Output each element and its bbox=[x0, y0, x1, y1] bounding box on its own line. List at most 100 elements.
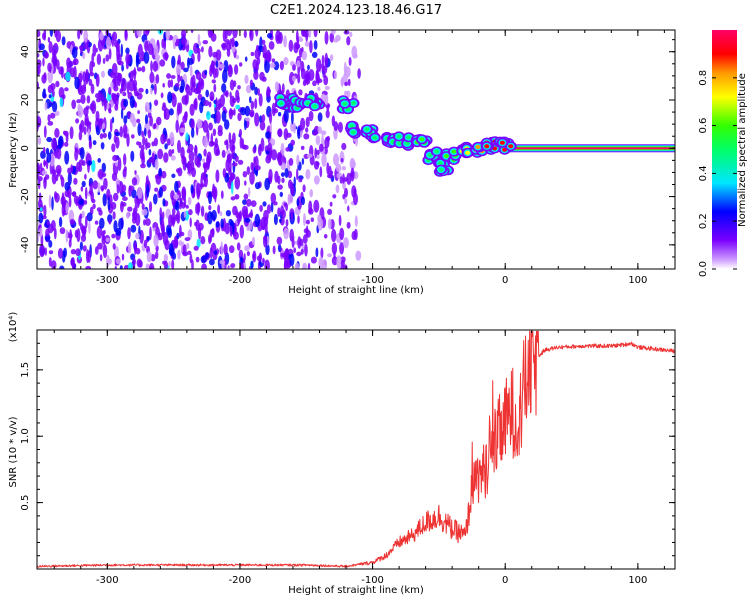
heatmap-noise-cell bbox=[254, 213, 261, 227]
heatmap-noise-cell bbox=[280, 205, 284, 216]
heatmap-noise-cell bbox=[152, 123, 157, 130]
heatmap-noise-cell bbox=[288, 71, 295, 86]
heatmap-noise-cell bbox=[85, 74, 89, 85]
heatmap-noise-cell bbox=[52, 101, 58, 113]
heatmap-noise-cell bbox=[75, 248, 81, 257]
heatmap-noise-cell bbox=[148, 158, 153, 164]
heatmap-noise-cell bbox=[125, 53, 131, 65]
heatmap-noise-cell bbox=[325, 109, 330, 119]
heatmap-noise-cell bbox=[230, 181, 234, 195]
heatmap-noise-cell bbox=[48, 102, 53, 108]
heatmap-noise-cell bbox=[96, 207, 102, 212]
heatmap-noise-cell bbox=[280, 172, 285, 178]
heatmap-noise-cell bbox=[120, 43, 124, 58]
heatmap-noise-cell bbox=[187, 196, 192, 206]
heatmap-noise-cell bbox=[65, 229, 69, 243]
heatmap-noise-cell bbox=[103, 230, 106, 235]
heatmap-noise-cell bbox=[202, 158, 206, 163]
heatmap-noise-cell bbox=[183, 67, 189, 73]
heatmap-noise-cell bbox=[48, 194, 52, 209]
heatmap-noise-cell bbox=[143, 239, 148, 249]
heatmap-noise-cell bbox=[212, 128, 217, 137]
heatmap-noise-cell bbox=[190, 30, 194, 34]
heatmap-noise-cell bbox=[141, 153, 146, 166]
heatmap-noise-cell bbox=[94, 246, 99, 255]
heatmap-noise-cell bbox=[310, 217, 314, 222]
heatmap-noise-cell bbox=[333, 153, 339, 166]
heatmap-noise-cell bbox=[271, 102, 276, 117]
heatmap-noise-cell bbox=[308, 200, 313, 214]
heatmap-noise-cell bbox=[167, 79, 172, 89]
heatmap-noise-cell bbox=[182, 244, 187, 256]
heatmap-noise-cell bbox=[45, 228, 50, 237]
heatmap-noise-cell bbox=[61, 36, 66, 46]
heatmap-noise-cell bbox=[76, 161, 81, 170]
heatmap-noise-cell bbox=[334, 70, 337, 80]
heatmap-noise-cell bbox=[237, 159, 244, 165]
heatmap-noise-cell bbox=[163, 109, 167, 120]
heatmap-noise-cell bbox=[329, 32, 335, 43]
heatmap-noise-cell bbox=[84, 200, 88, 205]
heatmap-noise-cell bbox=[338, 214, 342, 227]
snr-x-tick-label: -200 bbox=[229, 575, 252, 586]
heatmap-noise-cell bbox=[46, 152, 52, 163]
heatmap-noise-cell bbox=[215, 110, 221, 124]
heatmap-noise-cell bbox=[245, 84, 252, 94]
heatmap-noise-cell bbox=[114, 131, 121, 137]
heatmap-noise-cell bbox=[346, 36, 351, 46]
heatmap-noise-cell bbox=[242, 144, 249, 150]
heatmap-noise-cell bbox=[315, 135, 321, 146]
heatmap-noise-cell bbox=[175, 119, 179, 133]
heatmap-noise-cell bbox=[71, 191, 77, 197]
heatmap-noise-cell bbox=[235, 104, 241, 110]
heatmap-noise-cell bbox=[39, 43, 45, 51]
heatmap-noise-cell bbox=[174, 180, 179, 193]
heatmap-noise-cell bbox=[53, 42, 59, 55]
heatmap-noise-cell bbox=[47, 62, 52, 72]
heatmap-track-core bbox=[305, 101, 311, 106]
heatmap-noise-cell bbox=[141, 130, 145, 138]
heatmap-noise-cell bbox=[297, 236, 302, 249]
spectrogram-x-tick-label: -200 bbox=[229, 275, 252, 286]
heatmap-noise-cell bbox=[109, 118, 113, 133]
heatmap-noise-cell bbox=[296, 60, 301, 68]
heatmap-track-core bbox=[451, 149, 457, 154]
heatmap-noise-cell bbox=[264, 259, 270, 269]
heatmap-noise-cell bbox=[340, 260, 345, 266]
heatmap-noise-cell bbox=[170, 79, 174, 88]
heatmap-noise-cell bbox=[96, 53, 102, 65]
heatmap-noise-cell bbox=[78, 215, 82, 227]
heatmap-noise-cell bbox=[249, 111, 254, 118]
heatmap-noise-cell bbox=[344, 198, 348, 205]
heatmap-noise-cell bbox=[75, 118, 80, 124]
heatmap-noise-cell bbox=[296, 154, 300, 166]
heatmap-noise-cell bbox=[301, 157, 305, 165]
heatmap-noise-cell bbox=[40, 233, 44, 247]
heatmap-noise-cell bbox=[111, 233, 116, 239]
heatmap-track-core bbox=[364, 127, 370, 132]
heatmap-noise-cell bbox=[54, 128, 60, 138]
heatmap-noise-cell bbox=[246, 251, 250, 257]
heatmap-noise-cell bbox=[333, 121, 339, 132]
heatmap-noise-cell bbox=[42, 57, 45, 67]
heatmap-noise-cell bbox=[82, 245, 87, 252]
heatmap-noise-cell bbox=[127, 262, 133, 269]
heatmap-noise-cell bbox=[244, 56, 248, 62]
colorbar-tick-label: 0.8 bbox=[698, 70, 709, 86]
heatmap-noise-cell bbox=[249, 79, 253, 87]
spectrogram-frame bbox=[36, 29, 676, 270]
heatmap-noise-cell bbox=[104, 97, 107, 112]
heatmap-noise-cell bbox=[273, 213, 278, 226]
heatmap-noise-cell bbox=[296, 198, 300, 207]
heatmap-noise-cell bbox=[272, 245, 276, 255]
heatmap-noise-cell bbox=[43, 159, 46, 167]
heatmap-noise-cell bbox=[38, 212, 44, 224]
heatmap-track-core bbox=[437, 161, 443, 166]
heatmap-noise-cell bbox=[229, 172, 235, 181]
heatmap-track-core bbox=[475, 144, 481, 149]
heatmap-noise-cell bbox=[300, 145, 305, 150]
heatmap-track-core bbox=[508, 144, 514, 149]
spectrogram-y-tick-label: 40 bbox=[20, 45, 31, 58]
heatmap-noise-cell bbox=[239, 262, 244, 269]
